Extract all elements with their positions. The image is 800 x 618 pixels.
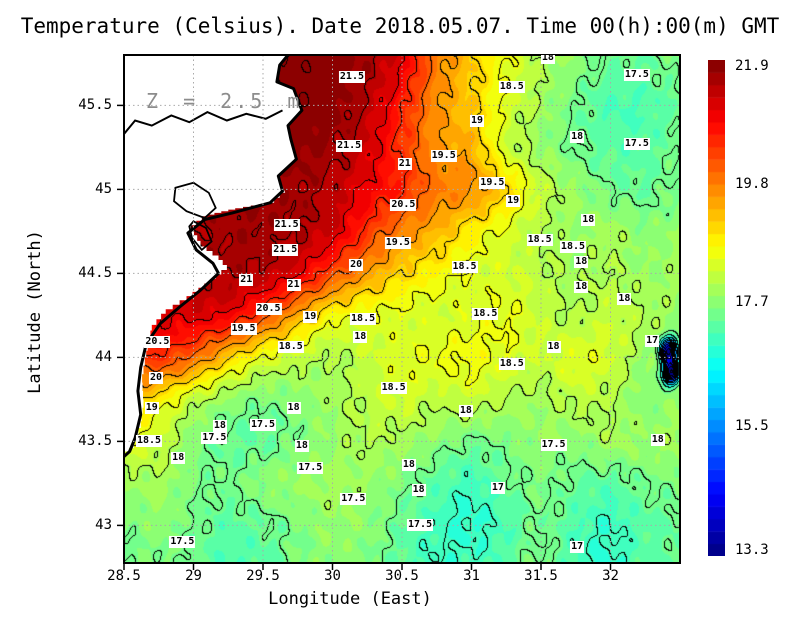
x-tick-label: 28.5	[107, 568, 141, 584]
x-axis-title: Longitude (East)	[268, 589, 432, 609]
y-tick-label: 45	[95, 181, 112, 198]
land-mask	[124, 55, 302, 455]
x-tick-label: 32	[602, 568, 619, 584]
x-tick-label: 31	[463, 568, 480, 584]
contour-label: 17.5	[623, 69, 650, 82]
contour-label: 20.5	[144, 336, 171, 349]
x-tick-label: 31.5	[524, 568, 558, 584]
contour-label: 18	[546, 341, 561, 354]
y-tick-label: 43	[95, 517, 112, 534]
contour-label: 18.5	[277, 341, 304, 354]
contour-label: 21.5	[272, 243, 299, 256]
contour-label: 19.5	[384, 237, 411, 250]
contour-label: 20	[148, 371, 163, 384]
contour-label: 18	[401, 458, 416, 471]
contour-label: 17.5	[340, 492, 367, 505]
contour-label: 18	[458, 405, 473, 418]
contour-label: 18	[574, 280, 589, 293]
contour-label: 17	[570, 541, 585, 554]
x-tick-label: 30.5	[385, 568, 419, 584]
contour-label: 18	[650, 433, 665, 446]
contour-label: 21.5	[338, 70, 365, 83]
plot-title: Temperature (Celsius). Date 2018.05.07. …	[20, 14, 780, 38]
colorbar	[708, 60, 725, 556]
y-tick-label: 43.5	[78, 433, 112, 450]
contour-label: 18	[171, 452, 186, 465]
contour-label: 18.5	[135, 435, 163, 448]
danube-river-line	[124, 109, 283, 135]
contour-label-layer: 21.5 18.5 17.5 18 21.5 21 19.5 19 18 17.5 19.5 19 20…	[124, 55, 680, 563]
contour-label: 18.5	[559, 240, 587, 253]
contour-label: 17	[645, 334, 660, 347]
contour-label: 19	[506, 195, 521, 208]
contour-label: 19	[470, 114, 485, 127]
contour-label: 19	[303, 311, 318, 324]
y-tick-label: 44.5	[78, 265, 112, 282]
contour-label: 18	[617, 292, 632, 305]
contour-label: 19.5	[479, 176, 506, 189]
colorbar-tick-label: 19.8	[735, 176, 769, 193]
contour-label: 19	[144, 401, 159, 414]
contour-label: 18	[570, 131, 585, 144]
contour-label: 18.5	[451, 260, 478, 273]
contour-label: 17.5	[540, 438, 567, 451]
contour-label: 17.5	[407, 519, 434, 532]
contour-label: 17	[490, 482, 505, 495]
contour-label: 18.5	[526, 233, 553, 246]
coastline	[124, 55, 304, 458]
lagoon-outline-0	[173, 181, 217, 220]
contour-label: 18	[581, 213, 596, 226]
contour-label: 18.5	[498, 80, 525, 93]
contour-label: 18	[353, 331, 368, 344]
contour-label: 21	[397, 158, 412, 171]
contour-label: 18	[411, 484, 426, 497]
lagoon-outline-1	[188, 220, 213, 252]
contour-label: 21	[239, 274, 254, 287]
contour-label: 17.5	[201, 432, 228, 445]
contour-label: 18.5	[350, 312, 377, 325]
colorbar-tick-label: 21.9	[735, 58, 769, 74]
x-tick-label: 29	[185, 568, 202, 584]
y-tick-label: 44	[95, 349, 112, 366]
depth-annotation: Z = 2.5 m	[146, 89, 303, 113]
colorbar-tick-label: 17.7	[735, 294, 769, 311]
contour-label: 17.5	[297, 462, 324, 475]
contour-label: 20.5	[255, 302, 282, 315]
x-tick-label: 29.5	[246, 568, 280, 584]
y-tick-label: 45.5	[78, 97, 112, 114]
colorbar-tick-label: 13.3	[735, 542, 769, 558]
y-axis-title: Latitude (North)	[25, 230, 45, 394]
contour-label: 18.5	[472, 307, 499, 320]
contour-label: 18	[294, 440, 309, 453]
contour-label: 18	[212, 420, 227, 433]
x-tick-label: 30	[324, 568, 341, 584]
contour-label: 18	[574, 255, 589, 268]
colorbar-tick-label: 15.5	[735, 418, 769, 435]
contour-label: 17.5	[249, 418, 277, 431]
contour-label: 21.5	[273, 218, 300, 231]
contour-label: 19.5	[430, 149, 457, 162]
contour-label: 18	[286, 401, 301, 414]
contour-label: 21	[286, 279, 301, 292]
contour-label: 18.5	[498, 358, 525, 371]
contour-label: 17.5	[169, 536, 196, 549]
contour-label: 18.5	[380, 381, 407, 394]
contour-label: 17.5	[623, 138, 650, 151]
contour-label: 18	[540, 55, 555, 65]
contour-label: 20.5	[390, 198, 417, 211]
contour-label: 19.5	[230, 322, 257, 335]
contour-label: 21.5	[336, 139, 363, 152]
contour-label: 20	[349, 259, 364, 271]
